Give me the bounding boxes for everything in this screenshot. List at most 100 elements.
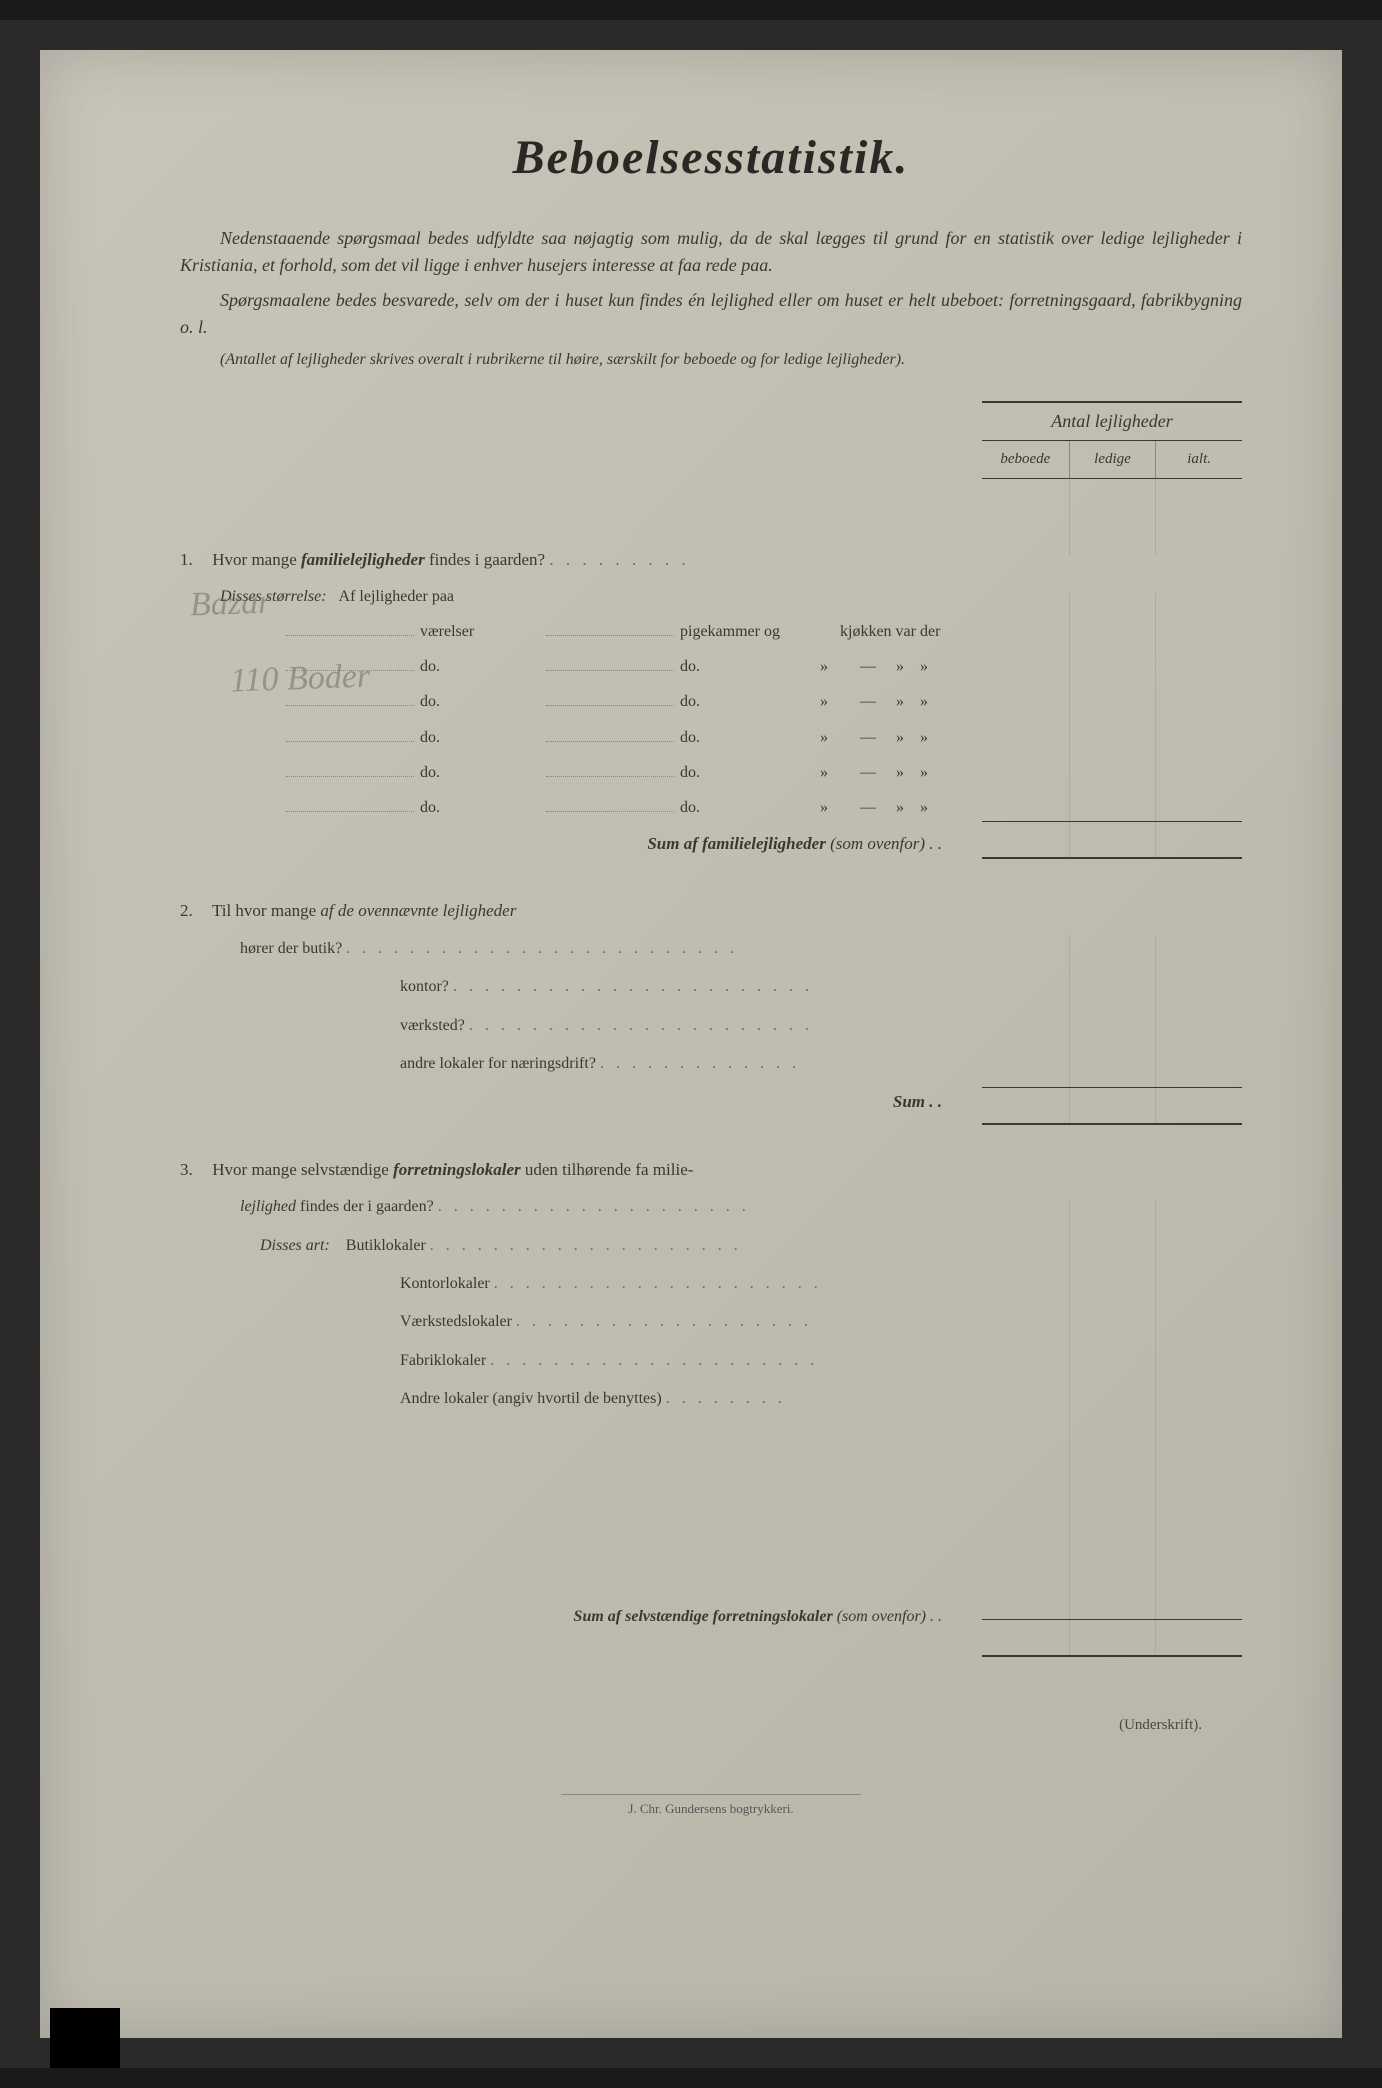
do: do.: [680, 755, 780, 790]
count-row: [982, 1429, 1242, 1467]
q1-ital: familielejligheder: [301, 550, 425, 569]
document-page: Bazar 110 Boder Beboelsesstatistik. Nede…: [40, 50, 1342, 2038]
q3-disses: Disses art: Butiklokaler . . . . . . . .…: [180, 1227, 962, 1265]
count-row: [982, 745, 1242, 783]
q1-row-header: værelser pigekammer og kjøkken var der: [180, 614, 962, 649]
count-row: [982, 973, 1242, 1011]
q1-text-a: Hvor mange: [212, 550, 301, 569]
q1-disses: Disses størrelse: Af lejligheder paa: [180, 579, 962, 614]
q3-fabrik-text: Fabriklokaler: [400, 1352, 486, 1369]
col-beboede: beboede: [982, 441, 1069, 478]
intro-paragraph-2: Spørgsmaalene bedes besvarede, selv om d…: [180, 287, 1242, 341]
handwriting-annotation-2: 110 Boder: [229, 658, 370, 701]
intro-paragraph-1: Nedenstaaende spørgsmaal bedes udfyldte …: [180, 225, 1242, 279]
count-row: [982, 935, 1242, 973]
q1-pigekammer: pigekammer og: [680, 614, 780, 649]
count-row: [982, 1353, 1242, 1391]
count-row: [982, 1505, 1242, 1543]
count-row: [982, 1581, 1242, 1619]
document-title: Beboelsesstatistik.: [180, 130, 1242, 185]
q3-number: 3.: [180, 1151, 208, 1188]
q1-af: Af lejligheder paa: [339, 588, 455, 605]
q1-sum-b: (som ovenfor) . .: [826, 834, 942, 853]
do: do.: [420, 649, 540, 684]
q3-sum: Sum af selvstændige forretningslokaler (…: [180, 1599, 962, 1634]
question-3: 3. Hvor mange selvstændige forretningslo…: [180, 1151, 962, 1188]
intro-note: (Antallet af lejligheder skrives overalt…: [180, 349, 1242, 371]
q1-sum-a: Sum af familielejligheder: [647, 834, 826, 853]
q2-sum: Sum . .: [180, 1083, 962, 1120]
do: do.: [420, 720, 540, 755]
count-header: Antal lejligheder: [982, 401, 1242, 441]
count-row: [982, 1239, 1242, 1277]
q2-andre: andre lokaler for næringsdrift? . . . . …: [180, 1045, 962, 1083]
handwriting-annotation-1: Bazar: [189, 584, 272, 625]
count-row: [982, 1011, 1242, 1049]
count-row: [982, 1391, 1242, 1429]
count-row: [982, 1277, 1242, 1315]
count-row: [982, 1315, 1242, 1353]
question-2: 2. Til hvor mange af de ovennævnte lejli…: [180, 892, 962, 929]
q3-disses-label: Disses art:: [260, 1237, 330, 1254]
q1-sum: Sum af familielejligheder (som ovenfor) …: [180, 825, 962, 862]
q1-number: 1.: [180, 541, 208, 578]
q3-kontor: Kontorlokaler . . . . . . . . . . . . . …: [180, 1265, 962, 1303]
main-grid: 1. Hvor mange familielejligheder findes …: [180, 401, 1242, 1657]
count-row: [982, 593, 1242, 631]
count-row: [982, 1049, 1242, 1087]
q3-text-a: Hvor mange selvstændige: [212, 1160, 393, 1179]
q3-butik: Butiklokaler: [346, 1237, 426, 1254]
q1-text-b: findes i gaarden?: [425, 550, 545, 569]
count-row: [982, 479, 1242, 517]
q1-kjokken: kjøkken var der: [780, 614, 962, 649]
q3-vaerksted: Værkstedslokaler . . . . . . . . . . . .…: [180, 1303, 962, 1341]
scan-artifact: [50, 2008, 120, 2068]
q3-kontor-text: Kontorlokaler: [400, 1275, 490, 1292]
q2-kontor: kontor? . . . . . . . . . . . . . . . . …: [180, 968, 962, 1006]
q2-andre-text: andre lokaler for næringsdrift?: [400, 1055, 596, 1072]
count-row: [982, 783, 1242, 821]
count-row: [982, 669, 1242, 707]
q1-row-do-4: do. do. » — » »: [180, 755, 962, 790]
count-row: [982, 1467, 1242, 1505]
do: do.: [420, 790, 540, 825]
do: do.: [680, 720, 780, 755]
count-row: [982, 517, 1242, 555]
q3-ital: forretningslokaler: [393, 1160, 521, 1179]
q3-andre-text: Andre lokaler (angiv hvortil de benyttes…: [400, 1390, 662, 1407]
count-row: [982, 1201, 1242, 1239]
q1-row-do-3: do. do. » — » »: [180, 720, 962, 755]
q2-kontor-text: kontor?: [400, 978, 449, 995]
q1-vaerelser: værelser: [420, 614, 540, 649]
q3-andre: Andre lokaler (angiv hvortil de benyttes…: [180, 1380, 962, 1418]
do: do.: [680, 649, 780, 684]
count-row-sum: [982, 821, 1242, 859]
q3-fabrik: Fabriklokaler . . . . . . . . . . . . . …: [180, 1342, 962, 1380]
printer-credit: J. Chr. Gundersens bogtrykkeri.: [561, 1794, 861, 1817]
count-column: Antal lejligheder beboede ledige ialt.: [982, 401, 1242, 1657]
signature-label: (Underskrift).: [180, 1717, 1242, 1734]
q3-lejlighed-text: lejlighed: [240, 1198, 296, 1215]
do: do.: [680, 790, 780, 825]
content-column: 1. Hvor mange familielejligheder findes …: [180, 401, 982, 1657]
q2-number: 2.: [180, 892, 208, 929]
scan-frame: Bazar 110 Boder Beboelsesstatistik. Nede…: [0, 20, 1382, 2068]
count-row: [982, 631, 1242, 669]
q2-vaerksted: værksted? . . . . . . . . . . . . . . . …: [180, 1007, 962, 1045]
count-row: [982, 707, 1242, 745]
do: do.: [420, 755, 540, 790]
q3-vaerksted-text: Værkstedslokaler: [400, 1313, 512, 1330]
q3-sum-b: (som ovenfor) . .: [833, 1608, 942, 1625]
col-ialt: ialt.: [1155, 441, 1242, 478]
do: do.: [420, 684, 540, 719]
q3-sum-a: Sum af selvstændige forretningslokaler: [574, 1608, 833, 1625]
count-row-sum: [982, 1619, 1242, 1657]
q1-row-do-5: do. do. » — » »: [180, 790, 962, 825]
q2-ital: af de ovennævnte lejligheder: [320, 901, 516, 920]
question-1: 1. Hvor mange familielejligheder findes …: [180, 541, 962, 578]
q2-text-a: Til hvor mange: [212, 901, 320, 920]
q3-lejlighed: lejlighed findes der i gaarden? . . . . …: [180, 1188, 962, 1226]
q3-findes: findes der i gaarden?: [296, 1198, 434, 1215]
q2-vaerksted-text: værksted?: [400, 1017, 465, 1034]
q2-horer-text: hører der butik?: [240, 940, 342, 957]
